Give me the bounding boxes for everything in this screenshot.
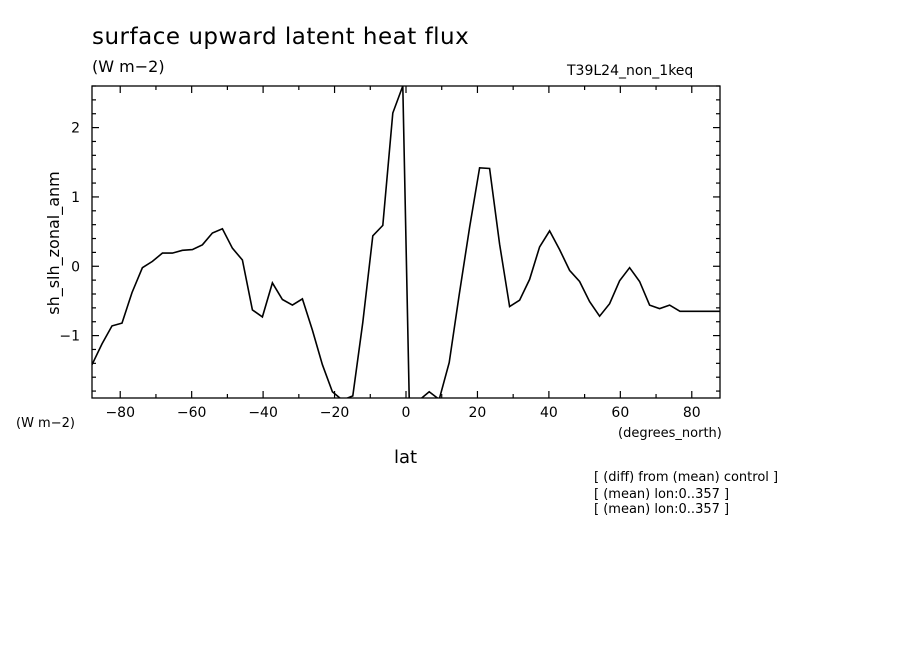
note-line-1: [ (diff) from (mean) control ] — [594, 470, 779, 485]
x-tick-label: −60 — [177, 405, 207, 421]
x-tick-label: 40 — [540, 405, 558, 421]
x-tick-label: 20 — [469, 405, 487, 421]
note-line-3: [ (mean) lon:0..357 ] — [594, 502, 730, 517]
x-tick-label: 60 — [611, 405, 629, 421]
y-tick-label: 2 — [71, 121, 80, 137]
y-units-label: (W m−2) — [16, 416, 75, 431]
run-label: T39L24_non_1keq — [567, 63, 694, 79]
y-tick-label: 0 — [71, 259, 80, 275]
x-units-label: (degrees_north) — [618, 426, 722, 441]
x-axis-label: lat — [394, 447, 418, 468]
chart-units: (W m−2) — [92, 57, 165, 76]
series-line — [92, 86, 720, 398]
x-tick-label: −40 — [248, 405, 278, 421]
y-tick-label: 1 — [71, 190, 80, 206]
note-line-2: [ (mean) lon:0..357 ] — [594, 487, 730, 502]
y-tick-label: −1 — [59, 329, 80, 345]
chart-title: surface upward latent heat flux — [92, 24, 470, 50]
x-tick-label: −20 — [320, 405, 350, 421]
x-tick-label: −80 — [105, 405, 135, 421]
x-tick-label: 0 — [402, 405, 411, 421]
x-tick-label: 80 — [683, 405, 701, 421]
